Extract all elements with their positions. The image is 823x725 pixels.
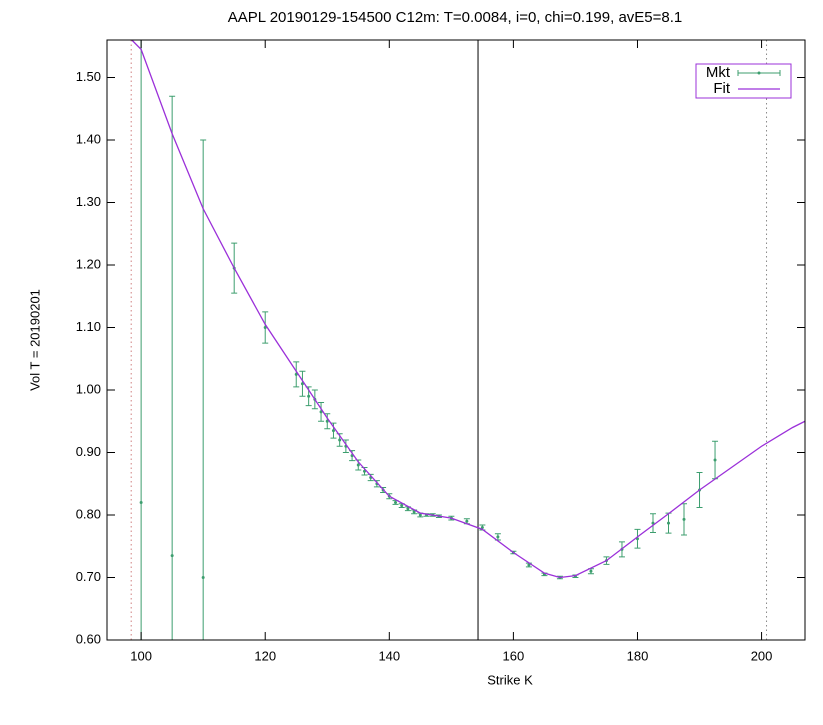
legend-label: Mkt [706,64,731,81]
y-tick-label: 1.10 [76,319,101,334]
data-point [465,519,469,523]
data-point [300,382,304,386]
chart-title: AAPL 20190129-154500 C12m: T=0.0084, i=0… [228,9,683,26]
y-tick-label: 1.30 [76,194,101,209]
data-point [651,521,655,525]
data-point [589,569,593,573]
data-point [263,326,267,329]
x-tick-label: 160 [503,648,525,663]
data-point [400,504,404,508]
data-point [496,535,500,539]
data-point [418,513,422,517]
legend-box [695,63,792,99]
data-point [412,510,416,514]
x-tick-label: 180 [627,648,649,663]
data-point [713,458,717,462]
y-tick-label: 0.60 [76,631,101,646]
data-point [394,501,398,504]
y-tick-label: 0.80 [76,506,101,521]
y-axis-label: Vol T = 20190201 [27,289,42,391]
data-point [338,438,342,442]
data-point [170,554,174,558]
y-tick-label: 1.40 [76,131,101,146]
data-point [406,507,410,511]
legend-swatch [757,71,761,75]
data-point [201,576,205,579]
data-point [294,372,298,376]
data-point [307,394,311,398]
y-tick-label: 0.90 [76,444,101,459]
data-point [682,517,686,521]
y-tick-label: 1.20 [76,256,101,271]
data-point [480,526,484,529]
x-tick-label: 100 [130,648,152,663]
data-point [325,419,329,423]
data-point [356,463,360,467]
data-point [319,410,323,414]
x-axis-label: Strike K [487,672,533,687]
fit-line [131,40,805,579]
x-tick-label: 140 [378,648,400,663]
y-tick-label: 1.00 [76,381,101,396]
plot-area [130,40,805,640]
y-tick-label: 1.50 [76,69,101,84]
legend-label: Fit [713,80,730,97]
data-point [667,521,671,525]
data-point [527,563,531,567]
plot-frame [106,39,806,641]
x-tick-label: 200 [751,648,773,663]
data-point [331,429,335,433]
y-tick-label: 0.70 [76,569,101,584]
data-point [139,501,143,504]
x-tick-label: 120 [254,648,276,663]
